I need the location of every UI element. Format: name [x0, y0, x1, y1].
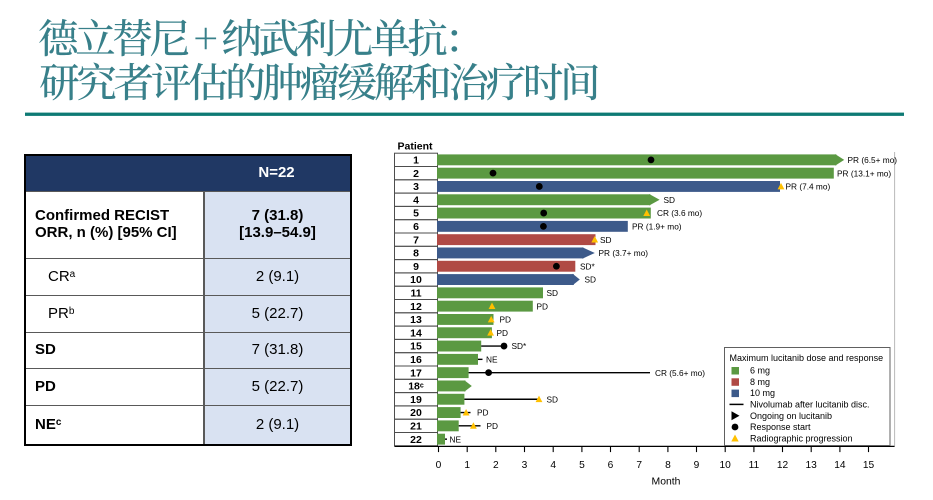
svg-text:9: 9 — [694, 460, 700, 471]
svg-text:9: 9 — [413, 261, 419, 273]
svg-text:12: 12 — [410, 301, 422, 313]
svg-text:8: 8 — [665, 460, 671, 471]
svg-text:8: 8 — [413, 248, 419, 260]
svg-text:Month: Month — [652, 476, 681, 487]
svg-text:0: 0 — [436, 460, 442, 471]
svg-text:6: 6 — [608, 460, 614, 471]
svg-text:SD: SD — [585, 275, 597, 285]
svg-text:15: 15 — [410, 341, 422, 353]
svg-text:19: 19 — [410, 394, 422, 406]
svg-text:3: 3 — [413, 181, 419, 193]
svg-text:1: 1 — [413, 154, 419, 166]
svg-text:Radiographic progression: Radiographic progression — [750, 433, 853, 443]
svg-text:14: 14 — [410, 327, 422, 339]
svg-text:20: 20 — [410, 407, 422, 419]
svg-text:Ongoing on lucitanib: Ongoing on lucitanib — [750, 411, 832, 421]
svg-text:PR (3.7+ mo): PR (3.7+ mo) — [599, 248, 649, 258]
svg-text:6: 6 — [413, 221, 419, 233]
svg-text:PR (13.1+ mo): PR (13.1+ mo) — [837, 168, 891, 178]
svg-text:SD: SD — [600, 235, 612, 245]
svg-text:12: 12 — [777, 460, 789, 471]
svg-text:NE: NE — [450, 434, 462, 444]
svg-text:CR (5.6+ mo): CR (5.6+ mo) — [655, 368, 705, 378]
svg-text:CR (3.6 mo): CR (3.6 mo) — [657, 208, 702, 218]
svg-text:6 mg: 6 mg — [750, 366, 770, 376]
svg-text:10 mg: 10 mg — [750, 388, 775, 398]
svg-text:4: 4 — [550, 460, 556, 471]
svg-text:10: 10 — [720, 460, 732, 471]
svg-text:PR (6.5+ mo): PR (6.5+ mo) — [848, 155, 898, 165]
svg-text:4: 4 — [413, 194, 419, 206]
svg-text:Response start: Response start — [750, 422, 811, 432]
svg-text:SD*: SD* — [580, 261, 596, 271]
svg-text:SD: SD — [664, 195, 676, 205]
svg-text:SD: SD — [547, 288, 559, 298]
svg-text:17: 17 — [410, 367, 422, 379]
svg-text:7: 7 — [413, 234, 419, 246]
svg-text:SD*: SD* — [512, 341, 528, 351]
svg-text:10: 10 — [410, 274, 422, 286]
svg-text:21: 21 — [410, 420, 422, 432]
svg-text:7: 7 — [636, 460, 642, 471]
svg-text:18c: 18c — [408, 381, 424, 393]
svg-text:PR (7.4 mo): PR (7.4 mo) — [786, 182, 831, 192]
svg-text:Patient: Patient — [397, 141, 433, 153]
svg-text:Maximum lucitanib dose and res: Maximum lucitanib dose and response — [730, 353, 884, 363]
svg-text:2: 2 — [493, 460, 499, 471]
svg-text:5: 5 — [413, 208, 419, 220]
svg-text:PR (1.9+ mo): PR (1.9+ mo) — [632, 221, 682, 231]
svg-text:11: 11 — [410, 287, 421, 299]
svg-text:PD: PD — [487, 421, 499, 431]
svg-text:15: 15 — [863, 460, 875, 471]
svg-text:PD: PD — [500, 315, 512, 325]
svg-text:13: 13 — [806, 460, 818, 471]
svg-text:Nivolumab after lucitanib disc: Nivolumab after lucitanib disc. — [750, 400, 870, 410]
svg-text:PD: PD — [497, 328, 509, 338]
svg-text:3: 3 — [522, 460, 528, 471]
svg-text:13: 13 — [410, 314, 422, 326]
svg-text:1: 1 — [464, 460, 470, 471]
svg-text:5: 5 — [579, 460, 585, 471]
svg-text:8 mg: 8 mg — [750, 377, 770, 387]
svg-text:22: 22 — [410, 434, 422, 446]
svg-text:14: 14 — [834, 460, 846, 471]
svg-text:PD: PD — [477, 408, 489, 418]
svg-text:2: 2 — [413, 168, 419, 180]
svg-text:PD: PD — [537, 301, 549, 311]
svg-text:16: 16 — [410, 354, 422, 366]
svg-text:11: 11 — [749, 460, 760, 471]
svg-text:NE: NE — [486, 354, 498, 364]
svg-text:SD: SD — [547, 394, 559, 404]
